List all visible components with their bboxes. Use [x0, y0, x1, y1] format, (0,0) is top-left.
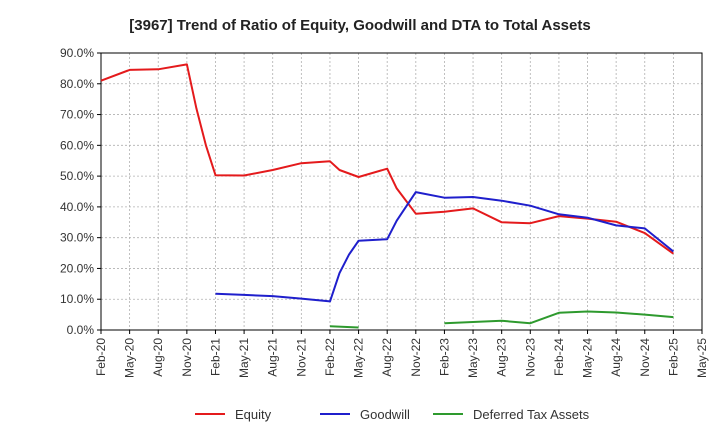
x-tick-label: May-20	[123, 338, 137, 378]
y-tick-label: 40.0%	[60, 200, 94, 214]
y-axis: 0.0% 10.0% 20.0% 30.0% 40.0% 50.0% 60.0% 70.0% 8…	[60, 46, 101, 337]
x-tick-label: Nov-24	[638, 338, 652, 377]
x-tick-label: May-22	[352, 338, 366, 378]
x-tick-label: Nov-23	[523, 338, 537, 377]
x-tick-label: May-24	[581, 338, 595, 378]
x-tick-label: Nov-21	[294, 338, 308, 377]
x-tick-label: Aug-22	[380, 338, 394, 377]
x-tick-label: Feb-25	[666, 338, 680, 376]
grid	[100, 52, 703, 331]
x-tick-label: Feb-22	[323, 338, 337, 376]
y-tick-label: 10.0%	[60, 292, 94, 306]
legend-label-deferred-tax-assets: Deferred Tax Assets	[473, 407, 590, 422]
series-line-deferred-tax-assets	[329, 325, 359, 329]
y-tick-label: 20.0%	[60, 261, 94, 275]
x-tick-label: Aug-21	[266, 338, 280, 377]
x-tick-label: May-23	[466, 338, 480, 378]
series-line-deferred-tax-assets	[444, 310, 674, 325]
x-tick-label: Feb-20	[94, 338, 108, 376]
x-tick-label: May-21	[237, 338, 251, 378]
legend-label-equity: Equity	[235, 407, 272, 422]
x-tick-label: Nov-22	[409, 338, 423, 377]
chart-title: [3967] Trend of Ratio of Equity, Goodwil…	[129, 17, 590, 34]
y-tick-label: 90.0%	[60, 46, 94, 60]
series-line-equity	[100, 63, 674, 255]
y-tick-label: 60.0%	[60, 138, 94, 152]
y-tick-label: 30.0%	[60, 231, 94, 245]
legend-label-goodwill: Goodwill	[360, 407, 410, 422]
x-tick-label: Feb-21	[208, 338, 222, 376]
x-tick-label: May-25	[695, 338, 709, 378]
y-tick-label: 50.0%	[60, 169, 94, 183]
x-tick-label: Aug-20	[151, 338, 165, 377]
y-tick-label: 0.0%	[67, 323, 95, 337]
plot-area	[100, 52, 703, 331]
x-tick-label: Aug-23	[495, 338, 509, 377]
y-tick-label: 80.0%	[60, 77, 94, 91]
y-tick-label: 70.0%	[60, 108, 94, 122]
legend: Equity Goodwill Deferred Tax Assets	[195, 407, 590, 422]
x-tick-label: Feb-24	[552, 338, 566, 376]
x-tick-label: Feb-23	[437, 338, 451, 376]
x-tick-label: Aug-24	[609, 338, 623, 377]
x-axis: Feb-20 May-20 Aug-20 Nov-20 Feb-21 May-21 Aug-…	[94, 330, 709, 378]
series-lines	[100, 63, 675, 329]
x-tick-label: Nov-20	[180, 338, 194, 377]
series-line-goodwill	[215, 191, 675, 303]
